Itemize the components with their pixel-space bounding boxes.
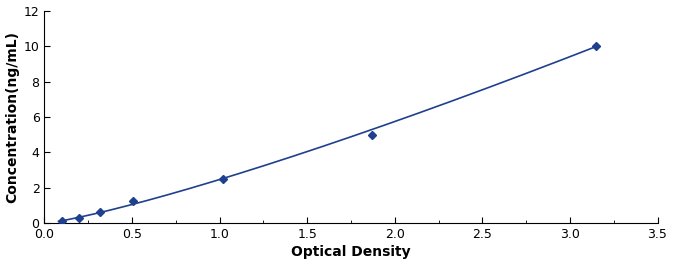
- Y-axis label: Concentration(ng/mL): Concentration(ng/mL): [5, 31, 20, 203]
- X-axis label: Optical Density: Optical Density: [291, 245, 411, 259]
